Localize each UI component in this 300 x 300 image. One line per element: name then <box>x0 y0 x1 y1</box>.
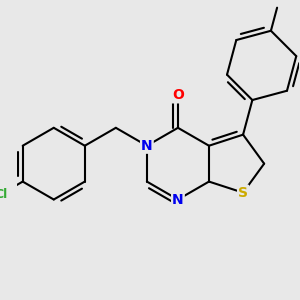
Text: N: N <box>141 139 153 153</box>
Text: S: S <box>238 186 248 200</box>
Text: N: N <box>172 193 184 206</box>
Text: O: O <box>172 88 184 102</box>
Text: Cl: Cl <box>0 188 7 201</box>
